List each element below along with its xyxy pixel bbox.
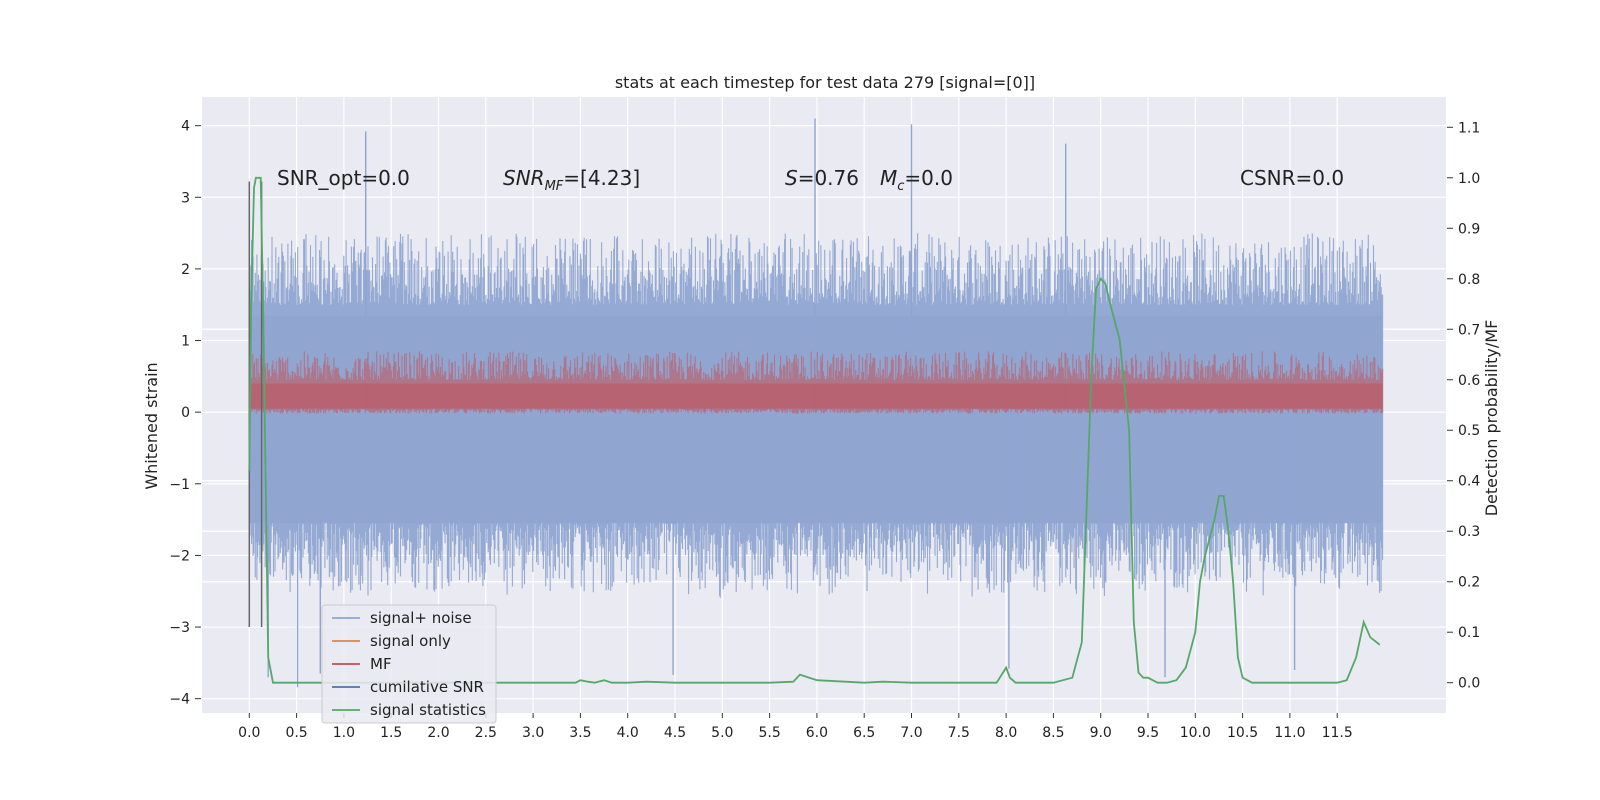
x-tick-label: 10.5 <box>1227 725 1258 741</box>
legend-box <box>321 604 497 724</box>
snr-mf-subscript: MF <box>545 179 564 194</box>
series-signal-noise <box>248 118 1384 688</box>
series-mf <box>248 351 1384 414</box>
s-symbol: S <box>785 166 798 190</box>
x-tick-label: 0.5 <box>285 725 307 741</box>
y-tick-label: 3 <box>181 190 190 206</box>
legend-label: signal+ noise <box>370 609 472 627</box>
y-right-tick-label: 1.0 <box>1458 171 1480 187</box>
x-axis: 0.0 0.5 1.0 1.5 2.0 2.5 3.0 3.5 4.0 4.5 5.0 5.5 6.0 6… <box>238 713 1353 741</box>
y-right-tick-label: 0.7 <box>1458 322 1480 338</box>
annotation-snr-mf: SNRMF=[4.23] <box>503 166 640 194</box>
x-tick-label: 11.0 <box>1274 725 1305 741</box>
x-tick-label: 7.5 <box>948 725 970 741</box>
x-tick-label: 10.0 <box>1180 725 1211 741</box>
y-right-tick-label: 0.3 <box>1458 524 1480 540</box>
snr-mf-symbol: SNR <box>503 166 545 190</box>
legend-label: signal only <box>370 632 451 650</box>
y-axis-label-right: Detection probability/MF <box>1482 320 1501 517</box>
annotation-snr-opt: SNR_opt=0.0 <box>277 166 410 190</box>
x-tick-label: 3.0 <box>522 725 544 741</box>
mc-subscript: c <box>897 179 904 194</box>
x-tick-label: 9.5 <box>1137 725 1159 741</box>
x-tick-label: 1.0 <box>333 725 355 741</box>
x-tick-label: 3.5 <box>569 725 591 741</box>
y-tick-label: 4 <box>181 119 190 135</box>
y-tick-label: 1 <box>181 334 190 350</box>
y-right-tick-label: 1.1 <box>1458 120 1480 136</box>
s-value: =0.76 <box>798 166 859 190</box>
snr-mf-value: =[4.23] <box>563 166 640 190</box>
series-signal-statistics <box>248 176 1381 684</box>
y-tick-label: −1 <box>169 477 190 493</box>
signal-statistics-line <box>248 176 1381 684</box>
x-tick-label: 9.0 <box>1090 725 1112 741</box>
y-tick-label: 2 <box>181 262 190 278</box>
y-right-tick-label: 0.6 <box>1458 373 1480 389</box>
x-tick-label: 4.5 <box>664 725 686 741</box>
x-tick-label: 5.5 <box>758 725 780 741</box>
y-right-tick-label: 0.1 <box>1458 625 1480 641</box>
y-tick-label: −4 <box>169 692 190 708</box>
x-tick-label: 0.0 <box>238 725 260 741</box>
legend: signal+ noise signal only MF cumilative SNR… <box>321 604 497 724</box>
noise-core-band <box>249 315 1383 524</box>
x-tick-label: 4.0 <box>617 725 639 741</box>
x-tick-label: 2.5 <box>475 725 497 741</box>
annotation-s: S=0.76 <box>785 166 859 190</box>
mc-value: =0.0 <box>904 166 953 190</box>
x-tick-label: 7.0 <box>900 725 922 741</box>
noise-peaks <box>267 118 1296 688</box>
y-right-tick-label: 0.2 <box>1458 575 1480 591</box>
chart-title: stats at each timestep for test data 279… <box>615 73 1035 92</box>
x-tick-label: 8.5 <box>1042 725 1064 741</box>
y-right-tick-label: 0.9 <box>1458 221 1480 237</box>
annotation-csnr: CSNR=0.0 <box>1240 166 1344 190</box>
y-axis-right: 0.0 0.1 0.2 0.3 0.4 0.5 0.6 0.7 0.8 0.9 1.0 1.1 <box>1447 120 1480 692</box>
x-tick-label: 1.5 <box>380 725 402 741</box>
y-right-tick-label: 0.8 <box>1458 272 1480 288</box>
x-tick-label: 8.0 <box>995 725 1017 741</box>
x-tick-label: 6.5 <box>853 725 875 741</box>
mf-core-band <box>249 383 1383 409</box>
y-tick-label: −3 <box>169 620 190 636</box>
y-tick-label: 0 <box>181 405 190 421</box>
legend-label: MF <box>370 655 392 673</box>
x-tick-label: 5.0 <box>711 725 733 741</box>
legend-label: cumilative SNR <box>370 678 484 696</box>
annotation-mc: Mc=0.0 <box>880 166 953 194</box>
mc-symbol: M <box>880 166 897 190</box>
y-tick-label: −2 <box>169 548 190 564</box>
y-right-tick-label: 0.4 <box>1458 474 1480 490</box>
x-tick-label: 11.5 <box>1322 725 1353 741</box>
legend-label: signal statistics <box>370 701 486 719</box>
x-tick-label: 2.0 <box>427 725 449 741</box>
y-right-tick-label: 0.0 <box>1458 676 1480 692</box>
y-right-tick-label: 0.5 <box>1458 423 1480 439</box>
x-tick-label: 6.0 <box>806 725 828 741</box>
y-axis-label-left: Whitened strain <box>142 362 161 489</box>
y-axis-left: −4 −3 −2 −1 0 1 2 3 4 <box>169 119 201 708</box>
